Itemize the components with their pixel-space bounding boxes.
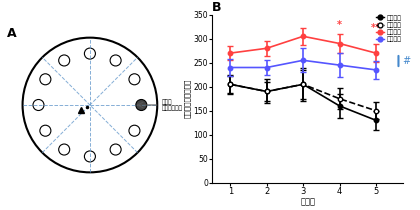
Circle shape (129, 74, 140, 85)
Circle shape (33, 100, 44, 110)
Circle shape (129, 125, 140, 136)
X-axis label: （天）: （天） (300, 197, 315, 206)
Circle shape (110, 55, 121, 66)
Text: #: # (402, 56, 410, 66)
Legend: 投喂纯水, 投喂酪醇, 投喂纯水, 投喂酪醇: 投喂纯水, 投喂酪醇, 投喂纯水, 投喂酪醇 (375, 14, 402, 43)
Circle shape (59, 55, 70, 66)
Text: B: B (212, 1, 222, 13)
Text: **: ** (371, 23, 381, 33)
Circle shape (59, 144, 70, 155)
Text: *: * (337, 20, 342, 30)
Circle shape (40, 125, 51, 136)
Text: 目标洞
（带逃避盒）: 目标洞 （带逃避盒） (162, 99, 183, 111)
Circle shape (84, 151, 95, 162)
Circle shape (84, 48, 95, 59)
Text: A: A (7, 27, 17, 40)
Circle shape (40, 74, 51, 85)
Y-axis label: 逃避潜伏期间（秒）: 逃避潜伏期间（秒） (184, 79, 191, 118)
Circle shape (110, 144, 121, 155)
Circle shape (136, 100, 147, 110)
